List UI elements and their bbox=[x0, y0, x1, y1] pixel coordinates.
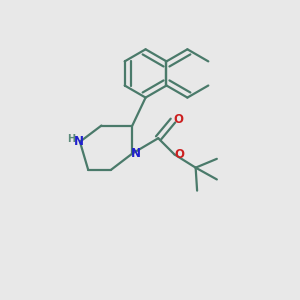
Text: O: O bbox=[174, 148, 184, 161]
Text: N: N bbox=[131, 147, 141, 160]
Text: H: H bbox=[68, 134, 76, 144]
Text: O: O bbox=[173, 112, 183, 126]
Text: N: N bbox=[74, 135, 83, 148]
